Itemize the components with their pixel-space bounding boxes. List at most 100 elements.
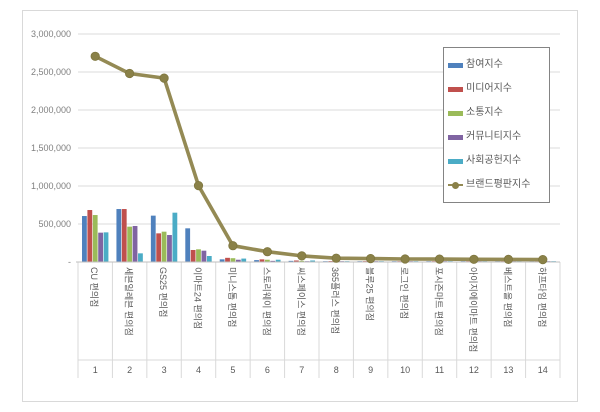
- trend-marker: [331, 253, 341, 263]
- trend-marker: [538, 255, 548, 265]
- category-label: 포시즌마트 편의점: [434, 267, 445, 336]
- legend-label: 커뮤니티지수: [466, 131, 522, 142]
- bar-미디어지수: [225, 257, 230, 262]
- bar-커뮤니티지수: [270, 260, 276, 262]
- legend-label: 참여지수: [466, 59, 503, 70]
- rank-label: 3: [162, 365, 167, 375]
- legend-swatch-icon: [448, 62, 463, 68]
- bar-참여지수: [150, 215, 156, 262]
- rank-label: 5: [230, 365, 235, 375]
- rank-label: 14: [538, 365, 548, 375]
- trend-marker: [400, 254, 410, 264]
- legend-label: 소통지수: [466, 107, 503, 118]
- bar-사회공헌지수: [138, 253, 143, 262]
- trend-marker: [434, 254, 445, 264]
- rank-label: 4: [196, 365, 201, 375]
- legend-swatch-icon: [448, 86, 463, 92]
- bar-사회공헌지수: [241, 258, 247, 262]
- bar-사회공헌지수: [172, 212, 178, 262]
- category-label: 로그인 편의점: [399, 267, 410, 319]
- category-label: CU 편의점: [89, 267, 100, 307]
- trend-marker: [193, 181, 204, 191]
- bar-커뮤니티지수: [132, 225, 138, 262]
- legend-line-dot: [452, 181, 459, 189]
- category-label: 세븐일레븐 편의점: [124, 267, 135, 336]
- bar-사회공헌지수: [310, 260, 315, 262]
- trend-marker: [262, 247, 272, 257]
- bar-사회공헌지수: [275, 259, 281, 262]
- rank-label: 12: [469, 365, 479, 375]
- rank-label: 9: [368, 365, 373, 375]
- legend-item: 미디어지수: [448, 84, 547, 94]
- category-label: 아이지에이마트 편의점: [468, 267, 479, 352]
- bar-참여지수: [82, 216, 87, 262]
- category-label: 블루25 편의점: [365, 267, 376, 321]
- rank-label: 6: [265, 365, 270, 375]
- rank-label: 1: [93, 365, 98, 375]
- category-label: 스토리웨이 편의점: [261, 267, 272, 336]
- bar-미디어지수: [293, 260, 299, 262]
- y-axis-tick-label: 2,500,000: [31, 67, 71, 77]
- bar-소통지수: [196, 249, 201, 262]
- bar-참여지수: [185, 228, 191, 262]
- bar-미디어지수: [190, 249, 196, 262]
- bar-소통지수: [299, 260, 305, 262]
- category-label: 365플러스 편의점: [330, 267, 341, 334]
- rank-label: 11: [435, 365, 444, 375]
- trend-line: [93, 54, 545, 262]
- trend-marker: [365, 254, 376, 264]
- category-label: GS25 편의점: [158, 267, 169, 317]
- category-label: 미니스톱 편의점: [227, 267, 238, 327]
- bar-참여지수: [254, 260, 259, 262]
- category-label: 하프타임 편의점: [537, 267, 548, 327]
- bar-커뮤니티지수: [235, 259, 241, 262]
- y-axis-tick-label: 1,000,000: [31, 181, 71, 191]
- trend-marker: [159, 73, 169, 83]
- y-axis-tick-label: 3,000,000: [31, 29, 71, 39]
- bar-커뮤니티지수: [201, 250, 207, 262]
- legend-swatch-icon: [448, 134, 463, 140]
- category-label: 이마트24 편의점: [193, 267, 204, 329]
- trend-marker: [469, 254, 479, 264]
- rank-label: 13: [503, 365, 513, 375]
- trend-marker: [90, 51, 100, 61]
- legend-item: 사회공헌지수: [448, 156, 547, 166]
- chart-frame: - 500,000 1,000,000 1,500,000 2,000,000 2,500…: [22, 10, 578, 402]
- bar-커뮤니티지수: [98, 232, 104, 262]
- legend-item: 브랜드평판지수: [448, 180, 547, 190]
- y-axis-tick-label: 2,000,000: [31, 105, 71, 115]
- legend-swatch-icon: [448, 110, 463, 116]
- category-label: 베스트올 편의점: [502, 267, 513, 327]
- y-axis-tick-label: 1,500,000: [31, 143, 71, 153]
- legend-swatch-icon: [448, 158, 463, 164]
- trend-marker: [228, 241, 238, 251]
- legend-label: 미디어지수: [466, 83, 512, 94]
- legend-item: 참여지수: [448, 60, 547, 70]
- rank-label: 7: [299, 365, 304, 375]
- bar-미디어지수: [121, 209, 127, 262]
- trend-marker: [297, 251, 307, 261]
- rank-label: 2: [127, 365, 132, 375]
- category-label: 씨스페이스 편의점: [296, 267, 307, 336]
- trend-marker: [503, 254, 513, 264]
- legend-item: 커뮤니티지수: [448, 132, 547, 142]
- y-axis-tick-label: -: [68, 257, 71, 267]
- legend-line-marker-icon: [448, 181, 463, 190]
- bar-미디어지수: [156, 233, 162, 262]
- bar-미디어지수: [259, 259, 265, 262]
- legend-label: 사회공헌지수: [466, 155, 522, 166]
- bar-커뮤니티지수: [167, 235, 172, 262]
- bar-사회공헌지수: [206, 256, 212, 262]
- bar-참여지수: [219, 259, 225, 262]
- bar-소통지수: [161, 231, 167, 262]
- bar-소통지수: [127, 226, 133, 262]
- bar-소통지수: [92, 215, 98, 262]
- bar-참여지수: [116, 209, 122, 262]
- bar-소통지수: [230, 258, 236, 262]
- trend-marker: [125, 68, 135, 79]
- legend-label: 브랜드평판지수: [466, 179, 531, 190]
- bar-소통지수: [264, 259, 270, 262]
- y-axis-tick-label: 500,000: [38, 219, 71, 229]
- bar-미디어지수: [87, 210, 93, 262]
